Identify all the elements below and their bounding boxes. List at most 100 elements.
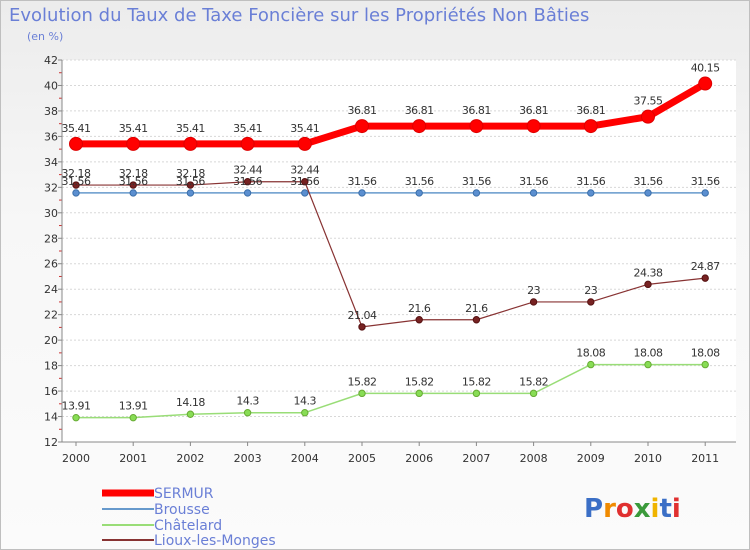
data-point bbox=[644, 189, 652, 197]
data-point bbox=[472, 389, 481, 398]
data-label: 40.15 bbox=[691, 62, 720, 75]
y-tick-label: 30 bbox=[44, 207, 58, 220]
x-tick-label: 2010 bbox=[634, 452, 662, 465]
data-label: 32.18 bbox=[119, 167, 148, 180]
data-label: 36.81 bbox=[348, 104, 377, 117]
data-point bbox=[72, 189, 80, 197]
data-label: 31.56 bbox=[462, 175, 491, 188]
data-label: 18.08 bbox=[634, 347, 663, 360]
data-labels: 35.41 35.41 35.41 35.41 35.41 36.81 36.81 36.81… bbox=[62, 62, 721, 413]
data-label: 14.18 bbox=[176, 396, 205, 409]
axes: 12 14 16 18 20 22 24 26 28 30 32 34 36 38 40 42 2000 2001… bbox=[44, 54, 736, 465]
data-point bbox=[243, 178, 252, 186]
data-label: 24.87 bbox=[691, 260, 720, 273]
y-tick-label: 12 bbox=[44, 436, 58, 449]
logo-letter: x bbox=[634, 494, 651, 524]
y-tick-label: 34 bbox=[44, 156, 58, 169]
y-tick-label: 14 bbox=[44, 411, 58, 424]
y-tick-label: 28 bbox=[44, 232, 58, 245]
series-group bbox=[69, 76, 713, 422]
data-label: 13.91 bbox=[62, 400, 91, 413]
data-point bbox=[129, 181, 137, 189]
data-point bbox=[644, 280, 652, 289]
data-label: 31.56 bbox=[119, 175, 148, 188]
data-point bbox=[415, 189, 423, 197]
data-point bbox=[587, 360, 595, 369]
data-point bbox=[644, 360, 652, 369]
data-point bbox=[129, 189, 137, 197]
data-label: 21.6 bbox=[408, 302, 431, 315]
data-label: 35.41 bbox=[290, 122, 319, 135]
data-point bbox=[358, 389, 366, 398]
data-point bbox=[529, 189, 538, 197]
data-label: 15.82 bbox=[405, 375, 434, 388]
data-label: 18.08 bbox=[576, 347, 605, 360]
data-label: 35.41 bbox=[119, 122, 148, 135]
data-label: 32.44 bbox=[290, 164, 319, 177]
data-point bbox=[126, 136, 141, 151]
data-label: 24.38 bbox=[634, 266, 663, 279]
data-point bbox=[587, 298, 595, 306]
data-point bbox=[701, 189, 709, 197]
data-point bbox=[415, 316, 423, 324]
data-point bbox=[472, 189, 481, 197]
data-point bbox=[469, 119, 484, 134]
data-label: 18.08 bbox=[691, 347, 720, 360]
series-line-sermur bbox=[76, 80, 707, 148]
data-label: 31.56 bbox=[348, 175, 377, 188]
data-point bbox=[243, 409, 252, 417]
x-tick-label: 2009 bbox=[577, 452, 605, 465]
data-point bbox=[583, 119, 598, 134]
data-point bbox=[186, 410, 195, 418]
data-label: 14.3 bbox=[294, 395, 317, 408]
data-point bbox=[701, 274, 709, 282]
x-tick-label: 2006 bbox=[405, 452, 433, 465]
data-label: 31.56 bbox=[176, 175, 205, 188]
data-label: 31.56 bbox=[519, 175, 548, 188]
data-point bbox=[415, 389, 423, 398]
data-point bbox=[301, 178, 309, 186]
logo-letter: r bbox=[603, 494, 616, 524]
data-point bbox=[587, 189, 595, 197]
data-label: 37.55 bbox=[634, 95, 663, 108]
data-point bbox=[698, 76, 713, 91]
data-label: 31.56 bbox=[691, 175, 720, 188]
data-label: 35.41 bbox=[233, 122, 262, 135]
data-point bbox=[183, 136, 198, 151]
y-tick-label: 18 bbox=[44, 360, 58, 373]
data-label: 13.91 bbox=[119, 400, 148, 413]
y-tick-label: 42 bbox=[44, 54, 58, 67]
x-tick-label: 2004 bbox=[291, 452, 319, 465]
data-point bbox=[240, 136, 255, 151]
data-label: 31.56 bbox=[576, 175, 605, 188]
data-point bbox=[412, 119, 427, 134]
proxiti-logo: Proxiti bbox=[584, 494, 681, 524]
y-tick-label: 16 bbox=[44, 385, 58, 398]
data-label: 31.56 bbox=[290, 175, 319, 188]
data-point bbox=[358, 189, 366, 197]
y-tick-label: 20 bbox=[44, 334, 58, 347]
logo-text: Proxiti bbox=[584, 494, 681, 524]
data-point bbox=[472, 316, 481, 324]
y-tick-label: 32 bbox=[44, 181, 58, 194]
data-label: 31.56 bbox=[405, 175, 434, 188]
data-point bbox=[69, 136, 83, 151]
data-label: 32.18 bbox=[62, 167, 91, 180]
chart-title: Evolution du Taux de Taxe Foncière sur l… bbox=[9, 5, 590, 26]
data-point bbox=[186, 181, 195, 189]
y-tick-label: 24 bbox=[44, 283, 58, 296]
data-label: 32.18 bbox=[176, 167, 205, 180]
data-point bbox=[129, 413, 137, 422]
legend-label: SERMUR bbox=[154, 486, 214, 502]
logo-letter: i bbox=[672, 494, 681, 524]
x-tick-label: 2008 bbox=[520, 452, 548, 465]
logo-letter: t bbox=[659, 494, 671, 524]
data-label: 14.3 bbox=[236, 395, 259, 408]
data-label: 31.56 bbox=[62, 175, 91, 188]
data-label: 15.82 bbox=[348, 375, 377, 388]
data-label: 15.82 bbox=[519, 375, 548, 388]
data-point bbox=[72, 413, 80, 422]
logo-letter: o bbox=[616, 494, 634, 524]
